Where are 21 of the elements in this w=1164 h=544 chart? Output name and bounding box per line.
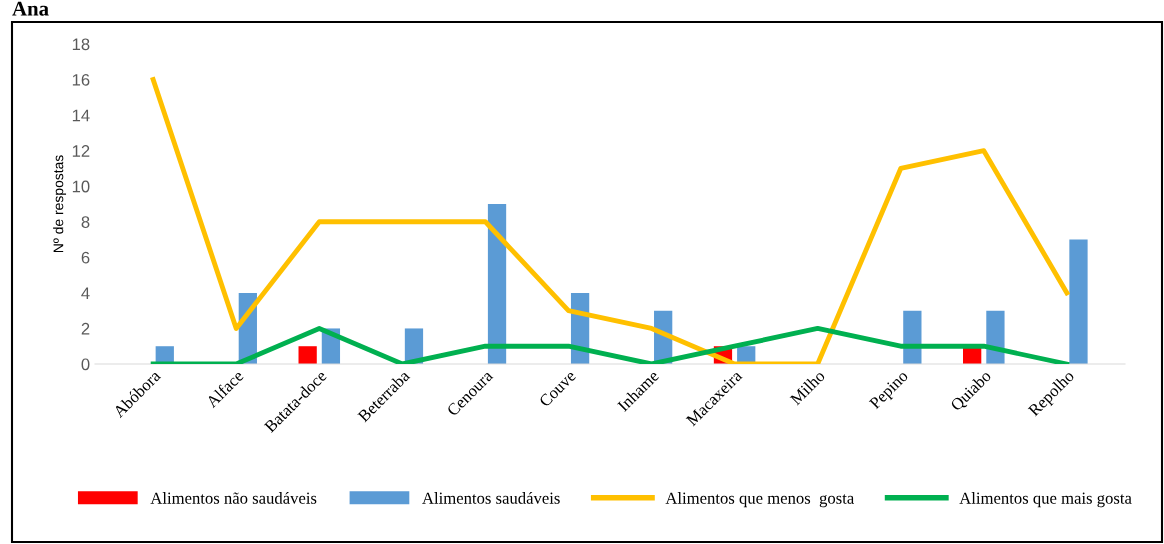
- line-series: [150, 77, 1070, 364]
- y-axis-title: Nº de respostas: [53, 155, 67, 253]
- legend-label: Alimentos que menos gosta: [665, 492, 855, 508]
- legend-label: Alimentos que mais gosta: [959, 492, 1132, 508]
- y-tick-label: 18: [72, 38, 90, 51]
- legend-label: Alimentos saudáveis: [422, 492, 560, 504]
- y-tick-label: 4: [81, 287, 90, 299]
- legend-label: Alimentos não saudáveis: [150, 492, 317, 504]
- y-tick-label: 16: [72, 73, 90, 86]
- bar: [298, 346, 317, 364]
- bar: [986, 310, 1005, 364]
- y-tick-label: 8: [81, 216, 90, 228]
- y-tick-label: 14: [72, 109, 90, 122]
- y-tick-label: 2: [81, 322, 90, 335]
- y-tick-label: 10: [72, 180, 90, 193]
- y-tick-label: 0: [81, 358, 90, 371]
- y-tick-label: 6: [81, 251, 90, 264]
- y-tick-label: 12: [72, 145, 90, 157]
- bar: [1069, 239, 1088, 364]
- bar: [487, 204, 507, 364]
- chart-title: Ana: [12, 1, 49, 16]
